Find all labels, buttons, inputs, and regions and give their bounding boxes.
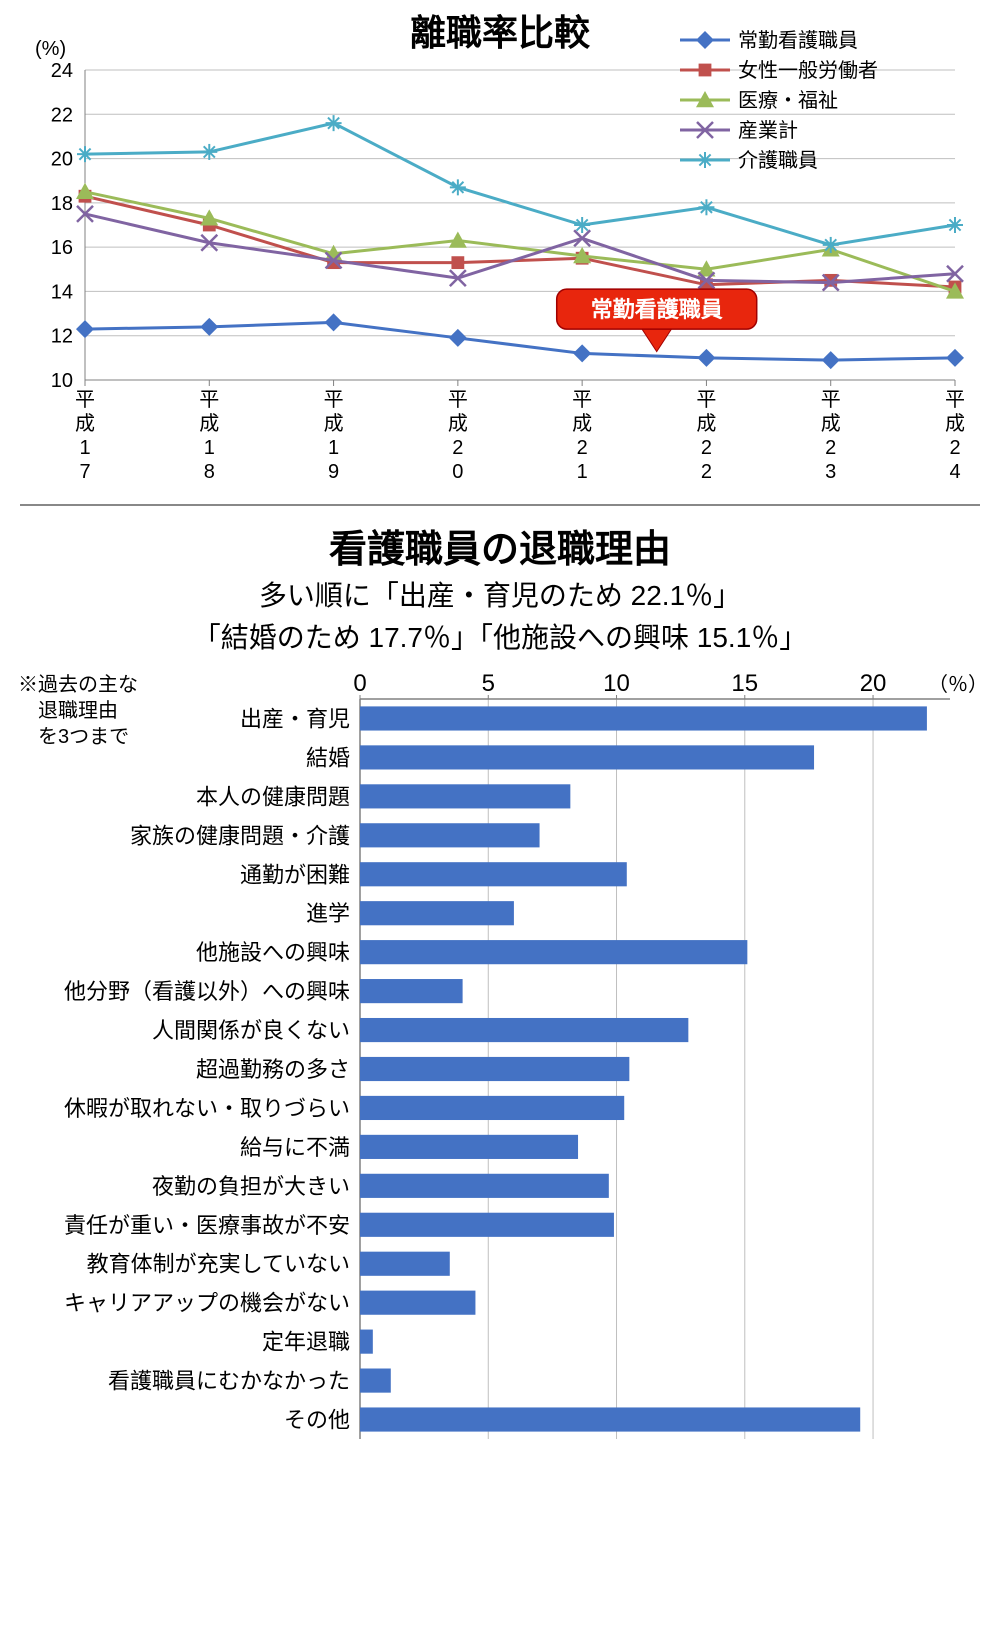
- svg-text:（％）: （％）: [928, 673, 988, 696]
- svg-text:平成20: 平成20: [448, 389, 468, 483]
- svg-text:を3つまで: を3つまで: [18, 726, 129, 748]
- svg-text:教育体制が充実していない: 教育体制が充実していない: [87, 1252, 350, 1277]
- svg-text:夜勤の負担が大きい: 夜勤の負担が大きい: [152, 1174, 350, 1199]
- svg-text:通勤が困難: 通勤が困難: [240, 862, 350, 887]
- svg-text:(%): (%): [35, 38, 66, 60]
- line-chart-svg: 離職率比較 (%) 10 12 14 16 18 20 22 24 平成17 平成18 平成19 平成20…: [0, 0, 1000, 500]
- svg-text:離職率比較: 離職率比較: [410, 12, 591, 53]
- subtitle-line2: 「結婚のため 17.7％」「他施設への興味 15.1％」: [193, 622, 808, 653]
- svg-text:常勤看護職員: 常勤看護職員: [591, 297, 723, 322]
- svg-text:進学: 進学: [306, 901, 350, 926]
- svg-text:18: 18: [51, 193, 73, 215]
- svg-text:女性一般労働者: 女性一般労働者: [738, 59, 878, 82]
- svg-text:12: 12: [51, 326, 73, 348]
- svg-text:キャリアアップの機会がない: キャリアアップの機会がない: [64, 1291, 350, 1316]
- svg-text:看護職員にむかなかった: 看護職員にむかなかった: [108, 1369, 350, 1394]
- bar-chart-subtitle: 多い順に「出産・育児のため 22.1％」 「結婚のため 17.7％」「他施設への…: [0, 575, 1000, 659]
- subtitle-line1: 多い順に「出産・育児のため 22.1％」: [259, 580, 741, 611]
- svg-text:その他: その他: [284, 1408, 350, 1433]
- svg-text:結婚: 結婚: [306, 745, 350, 770]
- page-container: 離職率比較 (%) 10 12 14 16 18 20 22 24 平成17 平成18 平成19 平成20…: [0, 0, 1000, 1469]
- svg-text:平成19: 平成19: [324, 389, 344, 483]
- svg-text:家族の健康問題・介護: 家族の健康問題・介護: [130, 823, 350, 848]
- svg-text:平成17: 平成17: [75, 389, 95, 483]
- svg-text:20: 20: [51, 149, 73, 171]
- svg-text:人間関係が良くない: 人間関係が良くない: [152, 1018, 350, 1043]
- svg-text:給与に不満: 給与に不満: [240, 1135, 350, 1160]
- svg-text:定年退職: 定年退職: [262, 1330, 350, 1355]
- svg-text:介護職員: 介護職員: [738, 149, 818, 172]
- svg-text:24: 24: [51, 60, 73, 82]
- svg-text:平成21: 平成21: [572, 389, 592, 483]
- bar-chart-title: 看護職員の退職理由: [0, 518, 1000, 573]
- svg-text:22: 22: [51, 104, 73, 126]
- svg-text:10: 10: [603, 670, 630, 697]
- svg-text:平成23: 平成23: [821, 389, 841, 483]
- svg-text:休暇が取れない・取りづらい: 休暇が取れない・取りづらい: [64, 1096, 350, 1121]
- svg-text:※過去の主な: ※過去の主な: [18, 673, 138, 696]
- resignation-reasons-section: 看護職員の退職理由 多い順に「出産・育児のため 22.1％」 「結婚のため 17…: [0, 518, 1000, 1469]
- section-divider: [20, 504, 980, 506]
- svg-text:15: 15: [731, 670, 758, 697]
- svg-text:0: 0: [353, 670, 366, 697]
- svg-text:出産・育児: 出産・育児: [240, 706, 350, 731]
- svg-text:他施設への興味: 他施設への興味: [196, 940, 350, 965]
- svg-text:産業計: 産業計: [738, 119, 798, 142]
- svg-text:平成24: 平成24: [945, 389, 965, 483]
- svg-text:医療・福祉: 医療・福祉: [738, 89, 838, 112]
- svg-text:10: 10: [51, 370, 73, 392]
- svg-text:責任が重い・医療事故が不安: 責任が重い・医療事故が不安: [64, 1213, 350, 1238]
- bar-chart-svg: ※過去の主な 退職理由 を3つまで 0 5 10 15 20 （％） 出産・育児結婚本人の健康…: [0, 669, 1000, 1469]
- svg-text:平成18: 平成18: [199, 389, 219, 483]
- svg-text:5: 5: [482, 670, 495, 697]
- svg-text:14: 14: [51, 281, 73, 303]
- svg-text:本人の健康問題: 本人の健康問題: [196, 784, 350, 809]
- svg-text:超過勤務の多さ: 超過勤務の多さ: [196, 1057, 350, 1082]
- svg-text:他分野（看護以外）への興味: 他分野（看護以外）への興味: [64, 979, 350, 1004]
- svg-text:平成22: 平成22: [696, 389, 716, 483]
- turnover-line-chart: 離職率比較 (%) 10 12 14 16 18 20 22 24 平成17 平成18 平成19 平成20…: [0, 0, 1000, 500]
- svg-text:16: 16: [51, 237, 73, 259]
- svg-text:退職理由: 退職理由: [18, 699, 118, 722]
- svg-text:20: 20: [860, 670, 887, 697]
- svg-text:常勤看護職員: 常勤看護職員: [738, 29, 858, 52]
